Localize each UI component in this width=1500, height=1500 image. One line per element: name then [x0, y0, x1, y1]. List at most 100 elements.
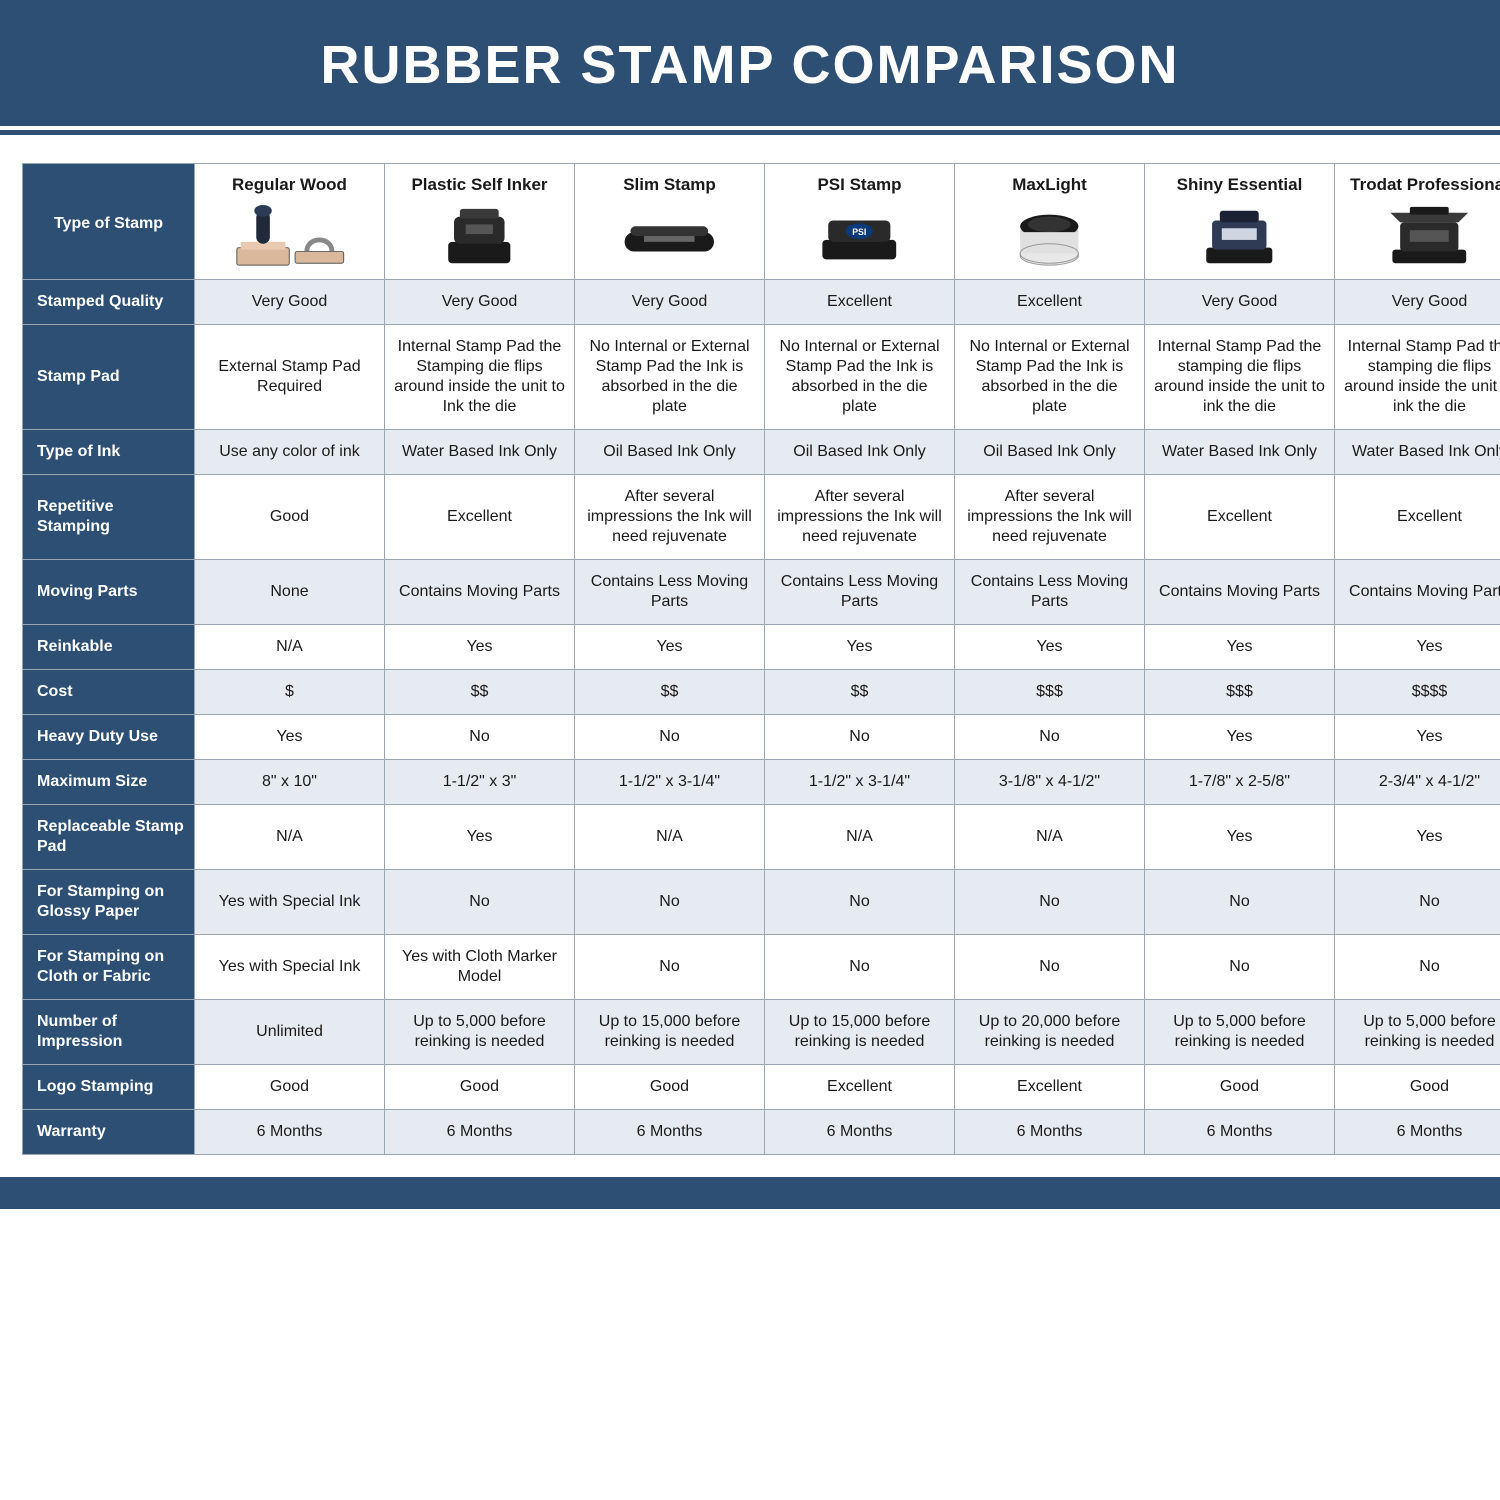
page-title: RUBBER STAMP COMPARISON — [0, 34, 1500, 96]
data-cell: Excellent — [955, 1065, 1145, 1110]
data-cell: Yes — [1335, 625, 1500, 670]
table-row: Warranty6 Months6 Months6 Months6 Months… — [23, 1110, 1500, 1155]
data-cell: $$$ — [955, 670, 1145, 715]
col-header: Plastic Self Inker — [385, 164, 575, 280]
col-header-label: Trodat Professional — [1350, 175, 1500, 194]
data-cell: Very Good — [1145, 280, 1335, 325]
data-cell: N/A — [765, 805, 955, 870]
table-row: Stamped QualityVery GoodVery GoodVery Go… — [23, 280, 1500, 325]
data-cell: Oil Based Ink Only — [575, 430, 765, 475]
data-cell: 6 Months — [1335, 1110, 1500, 1155]
corner-cell: Type of Stamp — [23, 164, 195, 280]
data-cell: 1-1/2" x 3-1/4" — [575, 760, 765, 805]
data-cell: Excellent — [765, 1065, 955, 1110]
data-cell: Internal Stamp Pad the Stamping die flip… — [385, 325, 575, 430]
data-cell: 6 Months — [195, 1110, 385, 1155]
data-cell: Yes — [1145, 805, 1335, 870]
row-header: For Stamping on Glossy Paper — [23, 870, 195, 935]
stamp-icon-maxlight — [963, 201, 1136, 273]
data-cell: Contains Less Moving Parts — [955, 560, 1145, 625]
table-row: For Stamping on Cloth or FabricYes with … — [23, 935, 1500, 1000]
data-cell: 6 Months — [765, 1110, 955, 1155]
data-cell: Very Good — [195, 280, 385, 325]
data-cell: No — [1335, 935, 1500, 1000]
data-cell: No Internal or External Stamp Pad the In… — [955, 325, 1145, 430]
data-cell: No — [1145, 870, 1335, 935]
data-cell: Up to 5,000 before reinking is needed — [385, 1000, 575, 1065]
data-cell: No — [575, 715, 765, 760]
data-cell: Internal Stamp Pad the stamping die flip… — [1335, 325, 1500, 430]
table-row: ReinkableN/AYesYesYesYesYesYes — [23, 625, 1500, 670]
data-cell: $$ — [385, 670, 575, 715]
data-cell: Very Good — [575, 280, 765, 325]
data-cell: After several impressions the Ink will n… — [575, 475, 765, 560]
data-cell: Yes — [955, 625, 1145, 670]
col-header-label: PSI Stamp — [817, 175, 901, 194]
data-cell: 8" x 10" — [195, 760, 385, 805]
row-header: Stamp Pad — [23, 325, 195, 430]
row-header: Warranty — [23, 1110, 195, 1155]
table-row: Heavy Duty UseYesNoNoNoNoYesYes — [23, 715, 1500, 760]
data-cell: No — [575, 870, 765, 935]
data-cell: Oil Based Ink Only — [955, 430, 1145, 475]
data-cell: Excellent — [1145, 475, 1335, 560]
data-cell: Oil Based Ink Only — [765, 430, 955, 475]
data-cell: Good — [1145, 1065, 1335, 1110]
data-cell: No — [765, 870, 955, 935]
data-cell: Yes with Special Ink — [195, 870, 385, 935]
data-cell: Use any color of ink — [195, 430, 385, 475]
footer-bar — [0, 1177, 1500, 1209]
data-cell: No Internal or External Stamp Pad the In… — [765, 325, 955, 430]
data-cell: After several impressions the Ink will n… — [955, 475, 1145, 560]
title-bar: RUBBER STAMP COMPARISON — [0, 0, 1500, 130]
row-header: Number of Impression — [23, 1000, 195, 1065]
data-cell: No — [385, 715, 575, 760]
data-cell: Good — [385, 1065, 575, 1110]
data-cell: No — [1335, 870, 1500, 935]
col-header-label: Plastic Self Inker — [411, 175, 547, 194]
row-header: For Stamping on Cloth or Fabric — [23, 935, 195, 1000]
table-body: Stamped QualityVery GoodVery GoodVery Go… — [23, 280, 1500, 1155]
data-cell: N/A — [195, 805, 385, 870]
data-cell: $$ — [765, 670, 955, 715]
data-cell: Unlimited — [195, 1000, 385, 1065]
header-row: Type of Stamp Regular Wood Plastic Self … — [23, 164, 1500, 280]
data-cell: No — [575, 935, 765, 1000]
svg-text:PSI: PSI — [852, 227, 866, 237]
data-cell: Internal Stamp Pad the stamping die flip… — [1145, 325, 1335, 430]
data-cell: 1-1/2" x 3" — [385, 760, 575, 805]
comparison-table-wrap: Type of Stamp Regular Wood Plastic Self … — [0, 163, 1500, 1177]
col-header-label: Shiny Essential — [1177, 175, 1303, 194]
data-cell: Good — [195, 1065, 385, 1110]
row-header: Stamped Quality — [23, 280, 195, 325]
row-header: Reinkable — [23, 625, 195, 670]
data-cell: Contains Less Moving Parts — [575, 560, 765, 625]
data-cell: $$$ — [1145, 670, 1335, 715]
comparison-table: Type of Stamp Regular Wood Plastic Self … — [22, 163, 1500, 1155]
data-cell: Good — [195, 475, 385, 560]
data-cell: Up to 5,000 before reinking is needed — [1145, 1000, 1335, 1065]
col-header: Slim Stamp — [575, 164, 765, 280]
data-cell: No Internal or External Stamp Pad the In… — [575, 325, 765, 430]
col-header: PSI Stamp PSI — [765, 164, 955, 280]
col-header: MaxLight — [955, 164, 1145, 280]
data-cell: Yes — [1145, 625, 1335, 670]
data-cell: Excellent — [765, 280, 955, 325]
row-header: Replaceable Stamp Pad — [23, 805, 195, 870]
data-cell: No — [955, 935, 1145, 1000]
data-cell: N/A — [575, 805, 765, 870]
stamp-icon-plastic-self-inker — [393, 201, 566, 273]
data-cell: Water Based Ink Only — [1145, 430, 1335, 475]
data-cell: Contains Moving Parts — [385, 560, 575, 625]
col-header: Regular Wood — [195, 164, 385, 280]
data-cell: N/A — [955, 805, 1145, 870]
data-cell: Contains Moving Parts — [1335, 560, 1500, 625]
title-underline — [0, 130, 1500, 135]
data-cell: Yes — [765, 625, 955, 670]
data-cell: Up to 20,000 before reinking is needed — [955, 1000, 1145, 1065]
table-row: Stamp PadExternal Stamp Pad RequiredInte… — [23, 325, 1500, 430]
row-header: Logo Stamping — [23, 1065, 195, 1110]
row-header: Type of Ink — [23, 430, 195, 475]
stamp-icon-regular-wood — [203, 201, 376, 273]
col-header-label: Slim Stamp — [623, 175, 716, 194]
